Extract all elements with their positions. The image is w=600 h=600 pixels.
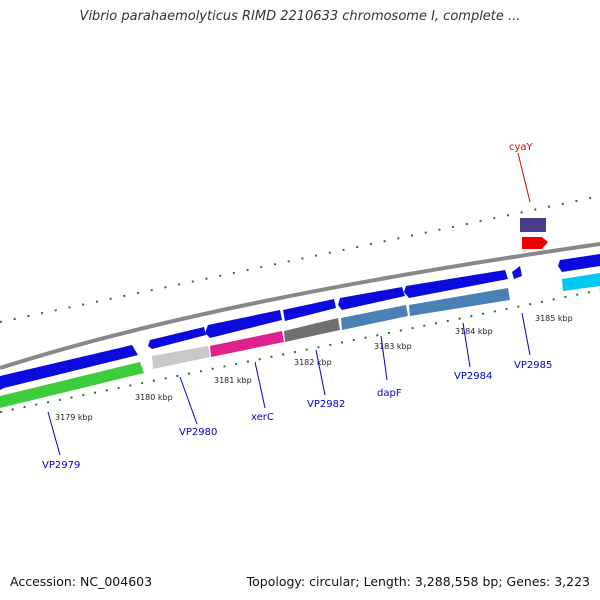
gene-label-cyay[interactable]: cyaY [509,142,534,153]
gene-arrow-vp2985[interactable] [512,266,522,279]
kbp-label-3179: 3179 kbp [55,413,93,422]
gene-arrow-next[interactable] [558,254,600,272]
forward-gene-row [0,254,600,390]
cds-dapf-b[interactable] [409,288,510,316]
accession-text: Accession: NC_004603 [10,574,153,589]
gene-label-vp2984[interactable]: VP2984 [454,371,492,382]
genome-backbone [0,242,600,370]
kbp-label-3181: 3181 kbp [214,376,252,385]
cds-dapf-a[interactable] [341,305,408,330]
gene-label-vp2982[interactable]: VP2982 [307,399,345,410]
kbp-label-3184: 3184 kbp [455,327,493,336]
gene-arrow-vp2979[interactable] [0,345,138,390]
gene-label-vp2980[interactable]: VP2980 [179,427,217,438]
cds-xerc[interactable] [210,331,284,357]
genome-summary-text: Topology: circular; Length: 3,288,558 bp… [246,574,590,589]
gene-arrow-dapf[interactable] [338,287,405,310]
gene-arrow-vp2980[interactable] [148,327,206,349]
gene-arrow-vp2982[interactable] [283,299,336,321]
label-leaders [47,152,531,456]
map-title: Vibrio parahaemolyticus RIMD 2210633 chr… [79,9,521,24]
cds-row [0,273,600,408]
cds-vp2982[interactable] [284,318,340,342]
gene-label-vp2979[interactable]: VP2979 [42,460,80,471]
kbp-label-3180: 3180 kbp [135,393,173,402]
gene-label-dapf[interactable]: dapF [377,388,402,399]
gene-arrow-vp2984[interactable] [404,270,508,298]
kbp-label-3183: 3183 kbp [374,342,412,351]
gene-arrow-xerc[interactable] [205,310,282,338]
rna-red-feature[interactable] [522,237,548,249]
gene-label-vp2985[interactable]: VP2985 [514,360,552,371]
gene-labels: VP2979 VP2980 xerC VP2982 dapF VP2984 VP… [42,142,552,471]
kbp-label-3182: 3182 kbp [294,358,332,367]
cds-vp2979[interactable] [0,362,144,408]
kbp-labels: 3179 kbp 3180 kbp 3181 kbp 3182 kbp 3183… [55,314,573,422]
kbp-label-3185: 3185 kbp [535,314,573,323]
gene-label-xerc[interactable]: xerC [251,412,274,423]
rna-purple-feature[interactable] [520,218,546,232]
cds-vp2980[interactable] [152,346,210,369]
cds-next[interactable] [562,273,600,291]
